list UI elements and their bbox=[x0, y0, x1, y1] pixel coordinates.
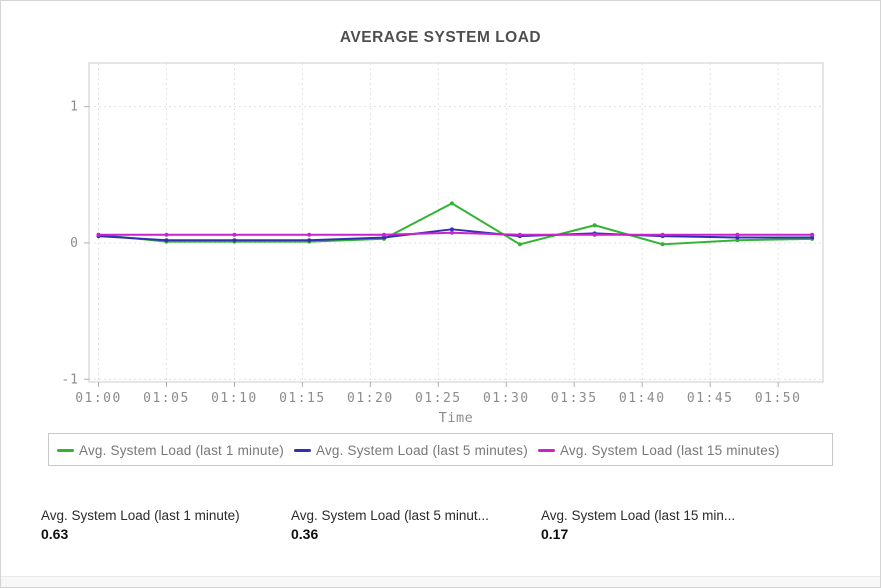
x-tick-label: 01:10 bbox=[211, 391, 258, 406]
stat-label: Avg. System Load (last 1 minute) bbox=[41, 508, 240, 523]
stat-value: 0.17 bbox=[541, 526, 569, 542]
stats-row: Avg. System Load (last 1 minute) 0.63 Av… bbox=[41, 508, 880, 542]
series-point-1 bbox=[164, 238, 169, 243]
series-point-2 bbox=[96, 232, 101, 237]
legend-item-load-15min[interactable]: Avg. System Load (last 15 minutes) bbox=[537, 440, 780, 460]
stat-load-15min: Avg. System Load (last 15 min... 0.17 bbox=[541, 508, 791, 542]
legend-swatch-load-1min bbox=[57, 448, 74, 452]
legend-item-load-1min[interactable]: Avg. System Load (last 1 minute) bbox=[57, 440, 284, 460]
series-point-2 bbox=[381, 232, 386, 237]
stat-label: Avg. System Load (last 5 minut... bbox=[291, 508, 489, 523]
series-line-0 bbox=[98, 202, 813, 246]
x-axis-title: Time bbox=[439, 410, 474, 425]
chart-area: -1 0 1 01:00 01:05 01:10 01:15 01:20 01:25 01:30 0… bbox=[1, 53, 880, 425]
x-tick-label: 01:50 bbox=[755, 391, 802, 406]
series-point-0 bbox=[449, 201, 454, 206]
y-tick-label: -1 bbox=[61, 372, 79, 387]
chart-title: AVERAGE SYSTEM LOAD bbox=[339, 29, 542, 46]
line-chart: -1 0 1 01:00 01:05 01:10 01:15 01:20 01:25 01:30 0… bbox=[61, 62, 824, 425]
legend-label-load-5min: Avg. System Load (last 5 minutes) bbox=[316, 442, 528, 458]
plot-border bbox=[88, 62, 824, 383]
series-point-1 bbox=[307, 238, 312, 243]
series-point-2 bbox=[592, 232, 597, 237]
series-point-2 bbox=[449, 230, 454, 235]
x-tick-label: 01:35 bbox=[551, 391, 598, 406]
series-line-2 bbox=[98, 231, 813, 236]
series-point-0 bbox=[660, 242, 665, 247]
legend-swatch-load-5min bbox=[294, 448, 311, 452]
series-point-0 bbox=[517, 242, 522, 247]
stat-label: Avg. System Load (last 15 min... bbox=[541, 508, 736, 523]
series-point-2 bbox=[735, 232, 740, 237]
x-tick-label: 01:15 bbox=[279, 391, 326, 406]
legend-item-load-5min[interactable]: Avg. System Load (last 5 minutes) bbox=[294, 440, 528, 460]
series-point-2 bbox=[164, 232, 169, 237]
x-tick-label: 01:25 bbox=[415, 391, 462, 406]
series-point-2 bbox=[660, 232, 665, 237]
series-point-1 bbox=[232, 238, 237, 243]
x-tick-label: 01:05 bbox=[143, 391, 190, 406]
panel-footer bbox=[1, 576, 880, 587]
x-tick-label: 01:40 bbox=[619, 391, 666, 406]
series-point-0 bbox=[592, 223, 597, 228]
legend-swatch-load-15min bbox=[537, 448, 555, 452]
legend-label-load-1min: Avg. System Load (last 1 minute) bbox=[79, 442, 284, 458]
series-point-2 bbox=[810, 232, 815, 237]
stat-load-5min: Avg. System Load (last 5 minut... 0.36 bbox=[291, 508, 541, 542]
stat-load-1min: Avg. System Load (last 1 minute) 0.63 bbox=[41, 508, 291, 542]
stat-value: 0.63 bbox=[41, 526, 69, 542]
series-point-2 bbox=[307, 232, 312, 237]
chart-legend: Avg. System Load (last 1 minute) Avg. Sy… bbox=[48, 433, 833, 466]
y-tick-label: 1 bbox=[70, 100, 79, 115]
x-tick-label: 01:30 bbox=[483, 391, 530, 406]
series-point-2 bbox=[232, 232, 237, 237]
series-point-1 bbox=[449, 227, 454, 232]
stat-value: 0.36 bbox=[291, 526, 319, 542]
x-tick-label: 01:00 bbox=[75, 391, 122, 406]
y-tick-label: 0 bbox=[70, 236, 79, 251]
series-point-2 bbox=[517, 232, 522, 237]
legend-label-load-15min: Avg. System Load (last 15 minutes) bbox=[559, 442, 780, 458]
x-tick-label: 01:45 bbox=[687, 391, 734, 406]
x-tick-label: 01:20 bbox=[347, 391, 394, 406]
